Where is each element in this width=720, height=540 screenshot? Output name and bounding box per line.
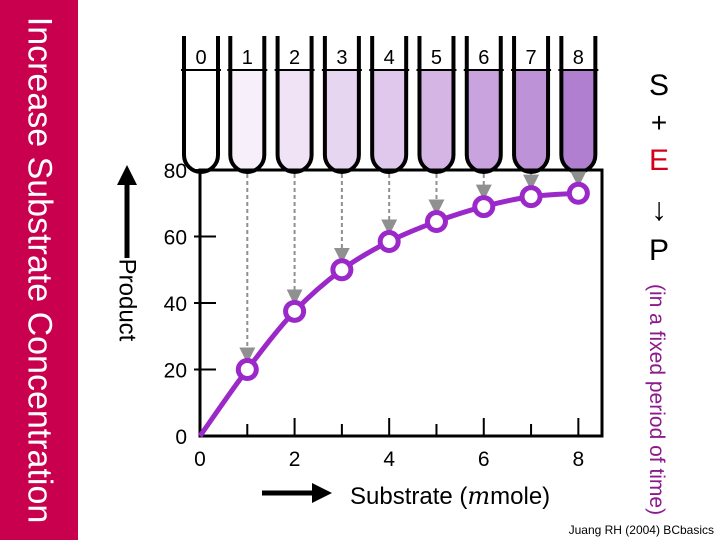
tube-label: 0	[195, 47, 206, 69]
sidebar: Increase Substrate Concentration	[0, 0, 78, 540]
reaction-product: P	[649, 234, 669, 267]
tube-label: 6	[478, 47, 489, 69]
data-point	[472, 195, 496, 219]
plot-frame	[198, 168, 604, 438]
y-tick-label: 40	[164, 293, 187, 316]
x-axis-title: Substrate (mmole)	[350, 482, 550, 510]
tube-label: 1	[242, 47, 253, 69]
data-point	[519, 185, 543, 209]
data-point	[235, 358, 259, 381]
reaction-enzyme: E	[649, 144, 669, 177]
x-tick-label: 6	[478, 448, 490, 471]
substrate-right-arrowhead	[312, 483, 332, 503]
test-tube	[322, 36, 361, 174]
data-point	[283, 299, 307, 323]
y-tick-label: 60	[164, 227, 187, 250]
x-tick-label: 8	[573, 448, 585, 471]
data-point	[330, 258, 354, 282]
y-axis-title: Product	[114, 259, 141, 342]
tube-liquid	[277, 70, 312, 172]
test-tube	[228, 36, 267, 174]
x-tick-label: 4	[383, 448, 395, 471]
tube-label: 7	[525, 47, 536, 69]
tube-label: 4	[384, 47, 395, 69]
test-tubes: 0 1 2 3 4 5 6 7 8	[181, 36, 599, 174]
test-tube	[275, 36, 314, 174]
tube-liquid	[324, 70, 359, 172]
reaction-time-note: (in a fixed period of time)	[645, 284, 668, 515]
tube-label: 2	[289, 47, 300, 69]
data-point	[566, 181, 590, 205]
tube-liquid	[419, 70, 454, 172]
x-tick-label: 2	[289, 448, 301, 471]
test-tube	[370, 36, 409, 174]
tube-liquid	[184, 70, 218, 172]
tube-label: 3	[336, 47, 347, 69]
test-tube	[512, 36, 551, 174]
tube-label: 8	[573, 47, 584, 69]
credit-text: Juang RH (2004) BCbasics	[569, 523, 714, 537]
data-point	[424, 210, 448, 234]
y-tick-label: 80	[164, 160, 187, 183]
test-tube	[417, 36, 456, 174]
tube-liquid	[514, 70, 549, 172]
tube-liquid	[372, 70, 407, 172]
tube-liquid	[230, 70, 265, 173]
tube-liquid	[466, 70, 501, 172]
reaction-arrow: ↓	[651, 191, 667, 227]
reaction-plus: +	[651, 107, 667, 138]
saturation-curve	[197, 190, 579, 438]
y-tick-label: 0	[175, 426, 187, 449]
data-point	[377, 229, 401, 253]
tube-liquid	[561, 70, 596, 172]
tube-label: 5	[431, 47, 442, 69]
product-up-arrowhead	[117, 165, 137, 185]
test-tube	[464, 36, 503, 174]
drop-arrows	[239, 171, 587, 364]
reaction-substrate: S	[649, 69, 669, 102]
x-tick-label: 0	[194, 448, 206, 471]
axis-ticks: 0 20 40 60 80 0 2 4 6 8	[164, 160, 585, 471]
y-tick-label: 20	[164, 360, 187, 383]
data-series	[197, 181, 590, 438]
